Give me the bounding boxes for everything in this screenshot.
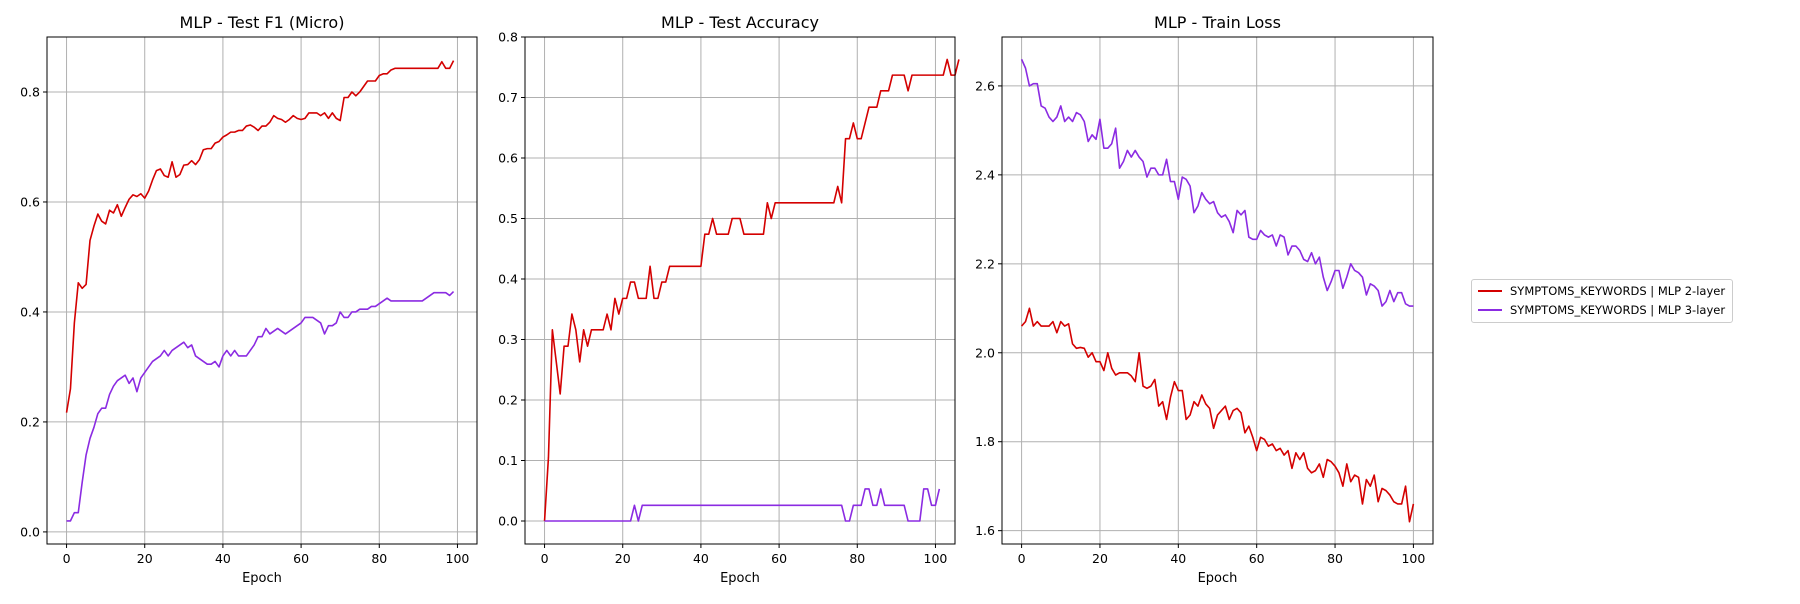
x-tick-label: 40	[215, 551, 231, 566]
x-tick-label: 20	[615, 551, 631, 566]
y-tick-label: 0.8	[20, 84, 40, 99]
y-tick-label: 0.7	[498, 90, 518, 105]
x-axis-label: Epoch	[720, 571, 760, 586]
legend-label-mlp-3-layer: SYMPTOMS_KEYWORDS | MLP 3-layer	[1510, 303, 1726, 317]
legend-swatch-mlp-3-layer	[1478, 309, 1502, 311]
series-line-mlp-3-layer	[1020, 58, 1414, 307]
y-tick-label: 0.8	[498, 30, 518, 45]
chart-title-f1: MLP - Test F1 (Micro)	[180, 13, 345, 32]
y-tick-label: 0.4	[498, 272, 518, 287]
x-axis-label: Epoch	[242, 571, 282, 586]
legend-swatch-mlp-2-layer	[1478, 290, 1502, 292]
legend-item-mlp-3-layer: SYMPTOMS_KEYWORDS | MLP 3-layer	[1478, 301, 1725, 319]
y-tick-label: 2.0	[975, 345, 995, 360]
y-tick-label: 0.1	[498, 453, 518, 468]
x-tick-label: 0	[63, 551, 71, 566]
x-tick-label: 20	[137, 551, 153, 566]
y-tick-label: 0.4	[20, 304, 40, 319]
x-tick-label: 80	[371, 551, 387, 566]
y-tick-label: 2.6	[975, 78, 995, 93]
y-tick-label: 0.0	[498, 514, 518, 529]
legend-label-mlp-2-layer: SYMPTOMS_KEYWORDS | MLP 2-layer	[1510, 284, 1726, 298]
chart-title-accuracy: MLP - Test Accuracy	[661, 13, 819, 32]
x-tick-label: 80	[849, 551, 865, 566]
chart-loss: 0 20 40 60 80 100 1.6 1.8 2.0 2.2 2.4 2.6 MLP - Trai…	[975, 13, 1434, 586]
y-tick-label: 2.2	[975, 256, 995, 271]
x-tick-label: 20	[1092, 551, 1108, 566]
y-tick-label: 0.0	[20, 524, 40, 539]
x-tick-label: 100	[446, 551, 470, 566]
series-line-mlp-2-layer	[1020, 307, 1415, 523]
y-tick-label: 2.4	[975, 167, 995, 182]
x-tick-label: 40	[1170, 551, 1186, 566]
legend: SYMPTOMS_KEYWORDS | MLP 2-layer SYMPTOMS…	[1471, 279, 1733, 323]
y-tick-label: 0.6	[20, 194, 40, 209]
plot-frame	[46, 36, 478, 545]
x-tick-label: 40	[693, 551, 709, 566]
y-tick-label: 0.2	[498, 393, 518, 408]
x-tick-label: 100	[1401, 551, 1425, 566]
x-axis-label: Epoch	[1198, 571, 1238, 586]
x-tick-label: 60	[771, 551, 787, 566]
y-tick-label: 0.6	[498, 151, 518, 166]
x-tick-label: 0	[1018, 551, 1026, 566]
x-tick-label: 60	[1249, 551, 1265, 566]
series-line-mlp-3-layer	[66, 291, 455, 522]
x-tick-label: 0	[541, 551, 549, 566]
y-tick-label: 0.5	[498, 211, 518, 226]
plot-frame	[1001, 36, 1434, 545]
plot-frame	[524, 36, 956, 545]
y-tick-label: 1.8	[975, 434, 995, 449]
series-line-mlp-3-layer	[544, 488, 941, 522]
series-line-mlp-2-layer	[65, 60, 455, 413]
x-tick-label: 80	[1327, 551, 1343, 566]
x-tick-label: 60	[293, 551, 309, 566]
legend-item-mlp-2-layer: SYMPTOMS_KEYWORDS | MLP 2-layer	[1478, 282, 1725, 300]
chart-f1: 0 20 40 60 80 100 0.0 0.2 0.4 0.6 0.8 MLP - Test F1…	[20, 13, 478, 586]
series-line-mlp-2-layer	[543, 58, 960, 522]
chart-title-loss: MLP - Train Loss	[1154, 13, 1281, 32]
y-tick-label: 1.6	[975, 523, 995, 538]
y-tick-label: 0.3	[498, 332, 518, 347]
y-tick-label: 0.2	[20, 414, 40, 429]
x-tick-label: 100	[924, 551, 948, 566]
chart-accuracy: 0 20 40 60 80 100 0.0 0.1 0.2 0.3 0.4 0.5 0.6 0.7 0.8 M…	[498, 13, 960, 586]
